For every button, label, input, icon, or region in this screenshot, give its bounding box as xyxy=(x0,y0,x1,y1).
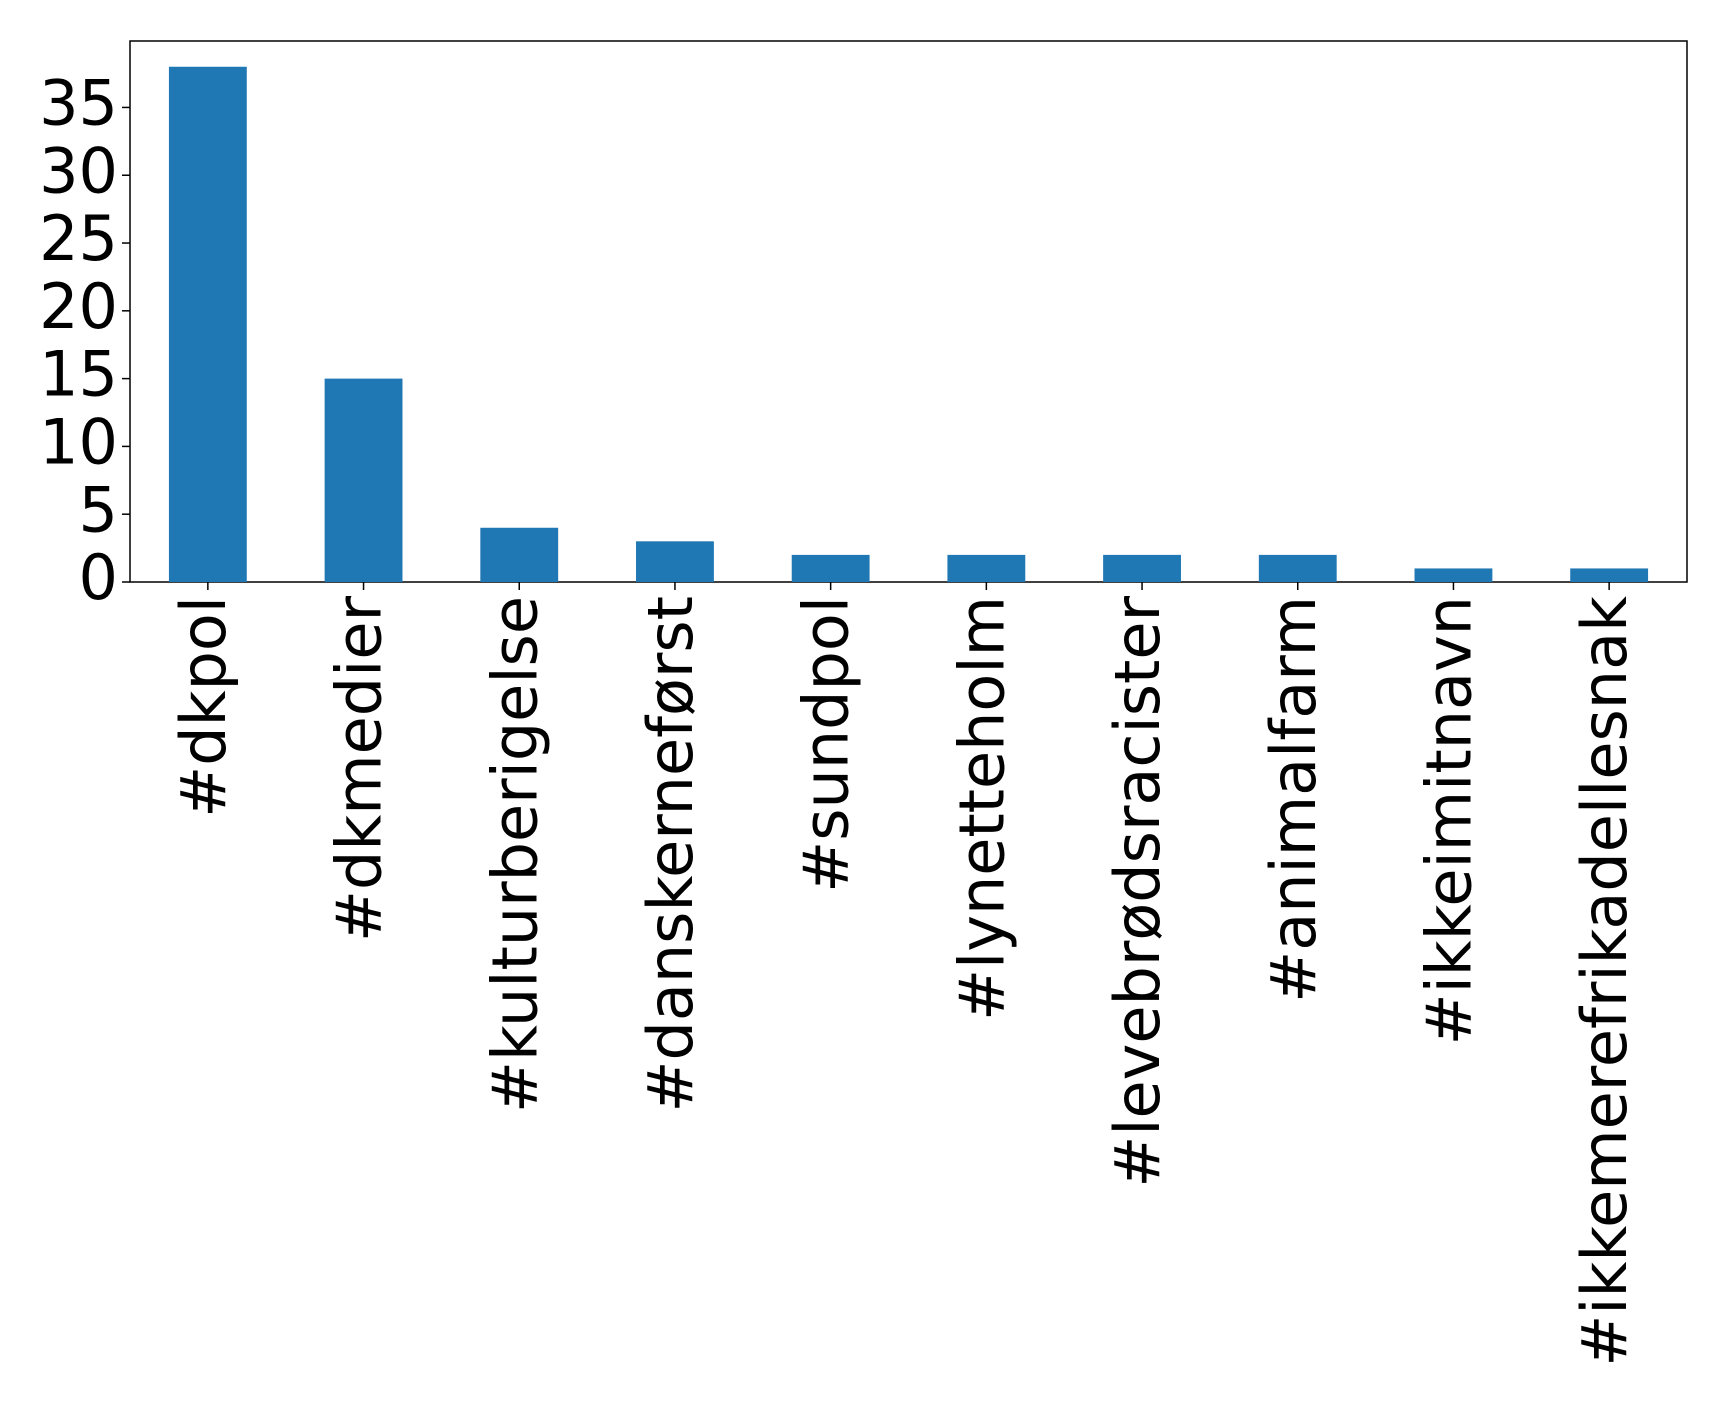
x-tick-label: #dkpol xyxy=(167,596,240,818)
x-tick-label: #danskerneførst xyxy=(634,596,707,1112)
bar xyxy=(1414,568,1493,582)
x-tick-label: #sundpol xyxy=(790,596,863,893)
bar xyxy=(791,554,870,582)
x-tick-label: #animalfarm xyxy=(1257,596,1330,1003)
y-tick-label: 15 xyxy=(39,338,118,411)
y-tick-label: 35 xyxy=(39,67,118,140)
x-tick-label: #dkmedier xyxy=(323,595,396,941)
bar xyxy=(324,378,403,582)
y-tick-label: 25 xyxy=(39,202,118,275)
bar xyxy=(168,66,247,582)
bar xyxy=(1258,554,1337,582)
x-tick-label: #ikkeimitnavn xyxy=(1413,596,1486,1045)
x-tick-label: #ikkemerefrikadellesnak xyxy=(1568,596,1641,1367)
y-tick-label: 5 xyxy=(79,473,118,546)
x-tick-label: #kulturberigelse xyxy=(478,596,551,1113)
x-tick-label: #levebrødsracister xyxy=(1101,595,1174,1187)
bar xyxy=(1103,554,1181,582)
bar xyxy=(636,541,714,582)
bar xyxy=(480,527,559,582)
y-tick-label: 0 xyxy=(79,541,118,614)
x-tick-label: #lynetteholm xyxy=(945,596,1018,1021)
bar xyxy=(1570,568,1649,582)
y-tick-label: 30 xyxy=(39,134,118,207)
y-tick-label: 20 xyxy=(39,270,118,343)
y-tick-label: 10 xyxy=(39,406,118,479)
bar xyxy=(947,554,1026,582)
